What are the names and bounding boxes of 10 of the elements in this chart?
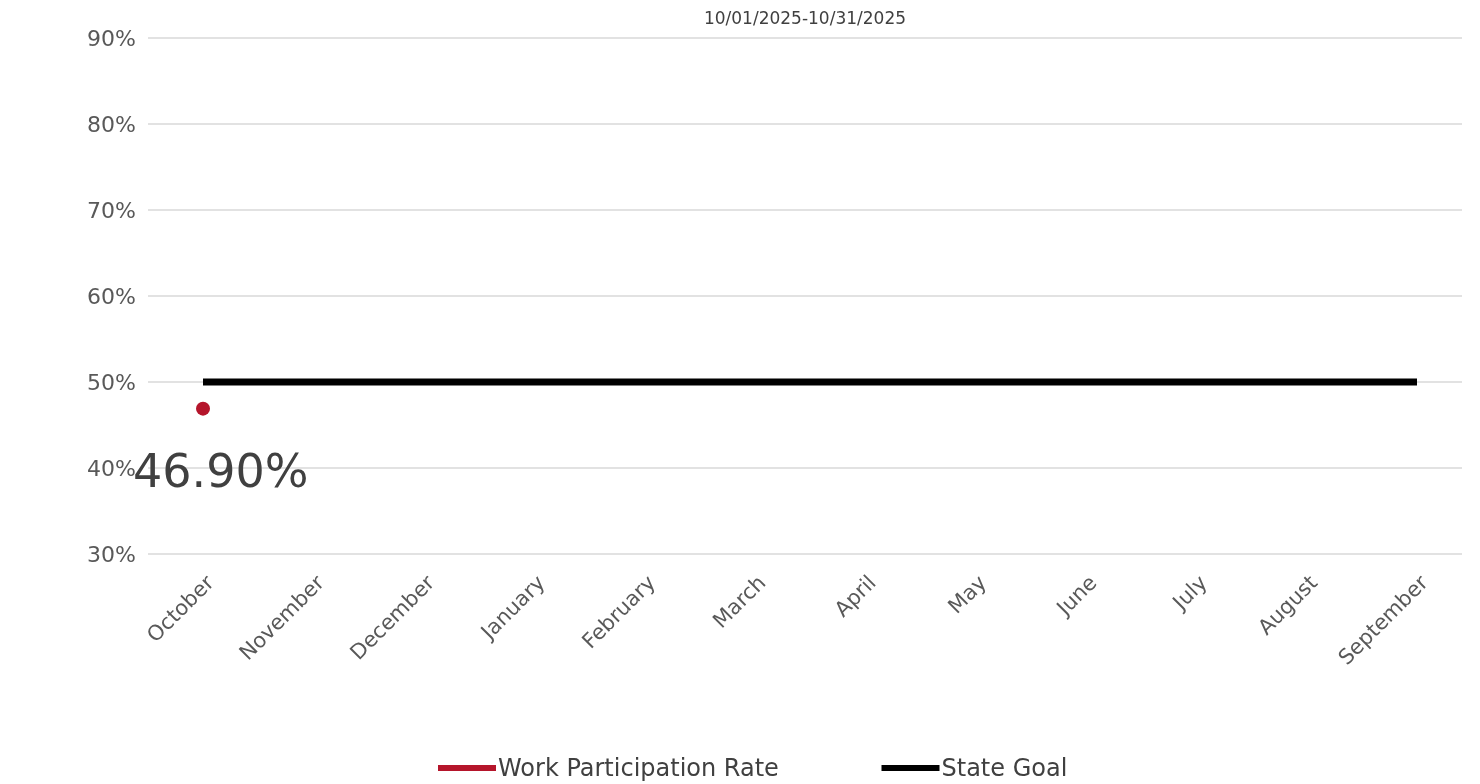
y-tick-label: 70% <box>87 197 136 223</box>
y-tick-label: 80% <box>87 111 136 137</box>
y-tick-label: 90% <box>87 25 136 51</box>
y-tick-label: 30% <box>87 541 136 567</box>
y-tick-label: 40% <box>87 455 136 481</box>
chart-subtitle: 10/01/2025-10/31/2025 <box>703 8 907 28</box>
y-tick-label: 60% <box>87 283 136 309</box>
legend-label: Work Participation Rate <box>498 754 779 782</box>
y-tick-label: 50% <box>87 369 136 395</box>
legend-label: State Goal <box>941 754 1068 782</box>
